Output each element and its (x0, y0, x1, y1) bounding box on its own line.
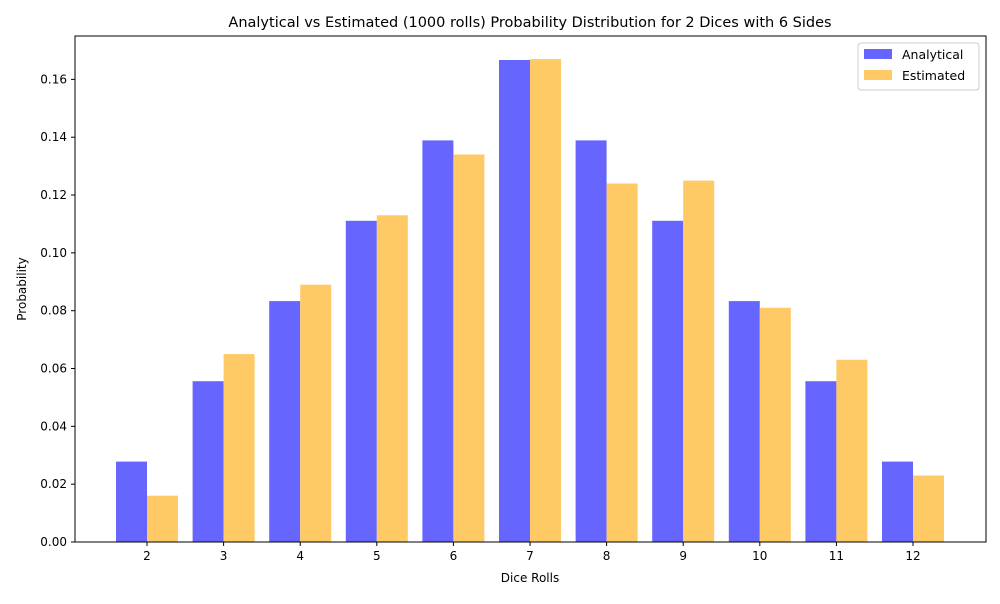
bar-estimated-9 (683, 180, 715, 542)
y-tick-label: 0.00 (40, 535, 67, 549)
legend-swatch-analytical (864, 49, 892, 59)
x-tick-label: 12 (905, 549, 920, 563)
bar-estimated-6 (453, 154, 485, 542)
bar-estimated-11 (836, 359, 868, 542)
y-tick-label: 0.04 (40, 419, 67, 433)
x-tick-label: 5 (373, 549, 381, 563)
y-tick-label: 0.08 (40, 304, 67, 318)
bars-layer (116, 59, 944, 543)
bar-analytical-3 (192, 381, 224, 542)
bar-analytical-10 (728, 301, 760, 542)
y-tick-label: 0.12 (40, 188, 67, 202)
bar-analytical-5 (345, 220, 377, 543)
bar-estimated-4 (300, 284, 332, 542)
bar-analytical-11 (805, 381, 837, 542)
bar-estimated-10 (759, 307, 791, 542)
bar-estimated-2 (147, 495, 178, 542)
x-tick-label: 10 (752, 549, 767, 563)
y-tick-label: 0.10 (40, 246, 67, 260)
bar-analytical-12 (882, 461, 913, 542)
x-tick-label: 2 (143, 549, 151, 563)
bar-analytical-6 (422, 140, 454, 542)
x-tick-label: 7 (526, 549, 534, 563)
bar-analytical-7 (499, 60, 530, 542)
x-tick-label: 8 (603, 549, 611, 563)
bar-analytical-2 (116, 461, 147, 542)
x-tick-label: 11 (829, 549, 844, 563)
y-axis-label: Probability (15, 257, 29, 320)
x-tick-label: 4 (296, 549, 304, 563)
x-tick-label: 9 (679, 549, 687, 563)
x-tick-label: 6 (450, 549, 458, 563)
bar-estimated-12 (913, 475, 944, 542)
bar-analytical-8 (575, 140, 607, 542)
bar-analytical-9 (652, 220, 684, 543)
plot-frame (74, 35, 987, 543)
chart-title: Analytical vs Estimated (1000 rolls) Pro… (228, 15, 831, 31)
legend: Analytical Estimated (857, 42, 980, 91)
legend-label-analytical: Analytical (902, 47, 963, 62)
legend-swatch-estimated (864, 70, 892, 80)
y-tick-label: 0.14 (40, 130, 67, 144)
x-axis-ticks: 2 3 4 5 6 7 8 9 10 11 12 (143, 542, 921, 563)
y-tick-label: 0.06 (40, 362, 67, 376)
bar-estimated-3 (223, 354, 255, 542)
x-axis-label: Dice Rolls (501, 571, 559, 585)
bar-estimated-7 (530, 59, 561, 542)
y-tick-label: 0.02 (40, 477, 67, 491)
y-tick-label: 0.16 (40, 72, 67, 86)
bar-estimated-8 (606, 183, 638, 542)
y-axis-ticks: 0.00 0.02 0.04 0.06 0.08 0.10 0.12 0.14 0.16 (40, 72, 75, 549)
bar-analytical-4 (269, 301, 301, 542)
bar-estimated-5 (376, 215, 408, 543)
legend-label-estimated: Estimated (902, 68, 965, 83)
x-tick-label: 3 (220, 549, 228, 563)
